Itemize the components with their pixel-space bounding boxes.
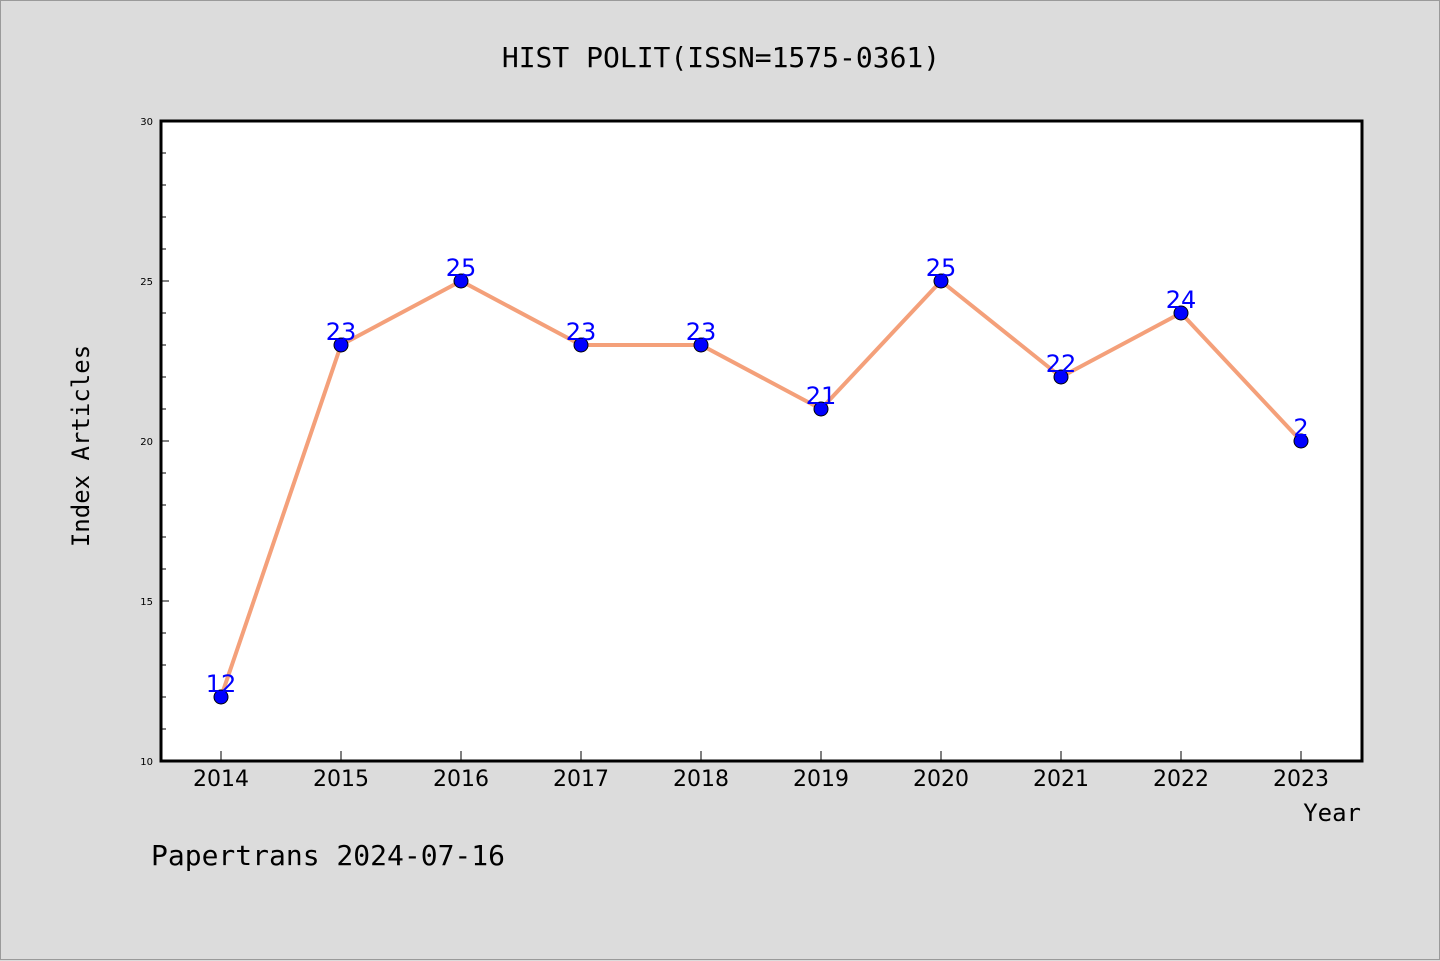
plot-area <box>159 119 1364 763</box>
data-label: 12 <box>206 670 237 698</box>
data-point-marker <box>573 337 589 353</box>
data-point-marker <box>1293 433 1309 449</box>
x-axis-ticks: 2014 2015 2016 2017 2018 2019 2020 2021 2022 2023 <box>193 751 1329 792</box>
x-tick-label: 2023 <box>1273 767 1329 792</box>
data-label: 23 <box>326 318 357 346</box>
x-axis-label: Year <box>1303 799 1361 827</box>
data-label: 21 <box>806 382 837 410</box>
y-tick-label: 25 <box>140 277 153 288</box>
data-label: 22 <box>1046 350 1077 378</box>
data-label: 23 <box>566 318 597 346</box>
footer-credit: Papertrans 2024-07-16 <box>151 839 505 872</box>
series-layer: 12 23 25 23 23 21 25 22 24 2 <box>206 254 1309 705</box>
x-tick-label: 2021 <box>1033 767 1089 792</box>
y-axis-label: Index Articles <box>67 345 95 547</box>
x-tick-label: 2017 <box>553 767 609 792</box>
y-tick-label: 30 <box>140 117 153 128</box>
series-line <box>219 279 1303 698</box>
data-label: 25 <box>926 254 957 282</box>
data-point-marker <box>453 273 469 289</box>
data-point-marker <box>333 337 349 353</box>
y-tick-label: 15 <box>140 597 153 608</box>
data-point-marker <box>693 337 709 353</box>
x-tick-label: 2018 <box>673 767 729 792</box>
data-label: 25 <box>446 254 477 282</box>
data-label: 2 <box>1293 414 1308 442</box>
data-label: 23 <box>686 318 717 346</box>
x-tick-label: 2015 <box>313 767 369 792</box>
data-point-marker <box>933 273 949 289</box>
x-tick-label: 2020 <box>913 767 969 792</box>
x-tick-label: 2014 <box>193 767 249 792</box>
data-label: 24 <box>1166 286 1197 314</box>
data-point-marker <box>813 401 829 417</box>
y-tick-label: 20 <box>140 437 153 448</box>
x-tick-label: 2019 <box>793 767 849 792</box>
y-axis-ticks: 10 15 20 25 30 <box>140 117 169 768</box>
x-tick-label: 2016 <box>433 767 489 792</box>
data-point-marker <box>213 689 229 705</box>
data-point-marker <box>1173 305 1189 321</box>
x-tick-label: 2022 <box>1153 767 1209 792</box>
y-tick-label: 10 <box>140 757 153 768</box>
data-point-marker <box>1053 369 1069 385</box>
chart-title: HIST POLIT(ISSN=1575-0361) <box>502 41 940 74</box>
